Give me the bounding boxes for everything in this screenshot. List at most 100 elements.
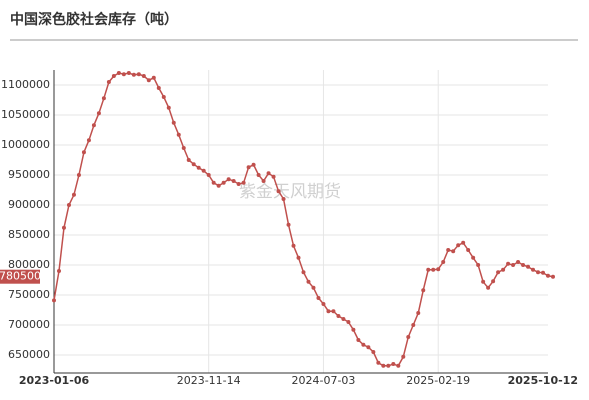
- point: [281, 197, 286, 201]
- point: [91, 123, 96, 128]
- point: [461, 240, 466, 245]
- point: [466, 248, 471, 252]
- point: [321, 302, 326, 306]
- x-tick-label: 2023-11-14: [177, 374, 241, 387]
- point: [236, 182, 241, 186]
- point: [431, 267, 436, 272]
- point: [526, 264, 531, 269]
- point: [221, 180, 226, 185]
- point: [531, 267, 536, 272]
- point: [476, 263, 481, 267]
- point: [266, 171, 271, 176]
- point: [161, 95, 166, 99]
- y-tick-label: 1100000: [1, 78, 50, 91]
- point: [101, 96, 106, 101]
- point: [326, 309, 331, 314]
- point: [441, 260, 446, 264]
- chart-title: 中国深色胶社会库存（吨）: [10, 11, 178, 28]
- x-tick-label: 2025-02-19: [406, 374, 470, 387]
- point: [181, 146, 186, 150]
- point: [96, 111, 101, 116]
- point: [511, 263, 516, 267]
- point: [176, 132, 181, 137]
- point: [416, 311, 421, 315]
- point: [186, 158, 191, 162]
- point: [226, 177, 231, 182]
- point: [306, 279, 311, 284]
- point: [61, 225, 66, 230]
- point: [81, 150, 86, 155]
- point: [276, 189, 281, 194]
- point: [426, 267, 431, 272]
- point: [361, 342, 366, 347]
- point: [56, 269, 61, 273]
- point: [491, 279, 496, 284]
- point: [151, 75, 156, 80]
- point: [146, 78, 151, 83]
- point: [481, 279, 486, 284]
- point: [396, 363, 401, 368]
- point: [501, 267, 506, 272]
- point: [126, 71, 131, 75]
- y-tick-label: 650000: [8, 348, 50, 361]
- point: [166, 105, 171, 110]
- point: [411, 323, 416, 327]
- series-line: [53, 72, 554, 367]
- point: [366, 345, 371, 350]
- point: [316, 296, 321, 300]
- point: [141, 74, 146, 78]
- y-tick-label: 800000: [8, 258, 50, 271]
- point: [71, 192, 76, 197]
- point: [341, 317, 346, 321]
- point: [356, 338, 361, 342]
- point: [371, 350, 376, 354]
- y-tick-label: 700000: [8, 318, 50, 331]
- watermark: 紫金天风期货: [239, 182, 341, 202]
- point: [106, 80, 111, 84]
- point: [336, 314, 341, 318]
- last-value-box: [0, 269, 40, 284]
- point: [211, 180, 216, 185]
- point: [446, 248, 451, 252]
- y-tick-label: 900000: [8, 198, 50, 211]
- point: [241, 180, 246, 185]
- point: [76, 173, 81, 177]
- point: [506, 261, 511, 266]
- point: [246, 165, 251, 170]
- point: [451, 249, 456, 254]
- point: [291, 243, 296, 248]
- point: [216, 183, 221, 188]
- point: [201, 168, 206, 173]
- point: [111, 74, 116, 78]
- point: [86, 138, 91, 143]
- point: [121, 72, 126, 77]
- point: [421, 288, 426, 293]
- y-tick-label: 750000: [8, 288, 50, 301]
- y-tick-label: 850000: [8, 228, 50, 241]
- point: [286, 222, 291, 227]
- point: [206, 173, 211, 177]
- point: [546, 273, 550, 278]
- point: [156, 86, 161, 90]
- point: [296, 255, 301, 260]
- point: [496, 270, 501, 275]
- y-tick-label: 1000000: [1, 138, 50, 151]
- point: [331, 309, 336, 314]
- point: [66, 203, 71, 207]
- point: [171, 120, 176, 125]
- point: [191, 162, 196, 167]
- point: [131, 72, 136, 77]
- point: [311, 285, 316, 290]
- point: [516, 260, 521, 264]
- point: [346, 320, 351, 324]
- y-tick-label: 950000: [8, 168, 50, 181]
- point: [116, 71, 121, 75]
- point: [536, 270, 541, 275]
- point: [391, 362, 396, 366]
- point: [271, 174, 276, 179]
- y-tick-label: 1050000: [1, 108, 50, 121]
- point: [471, 255, 476, 260]
- x-tick-label: 2024-07-03: [291, 374, 355, 387]
- point: [386, 363, 391, 368]
- point: [456, 243, 461, 248]
